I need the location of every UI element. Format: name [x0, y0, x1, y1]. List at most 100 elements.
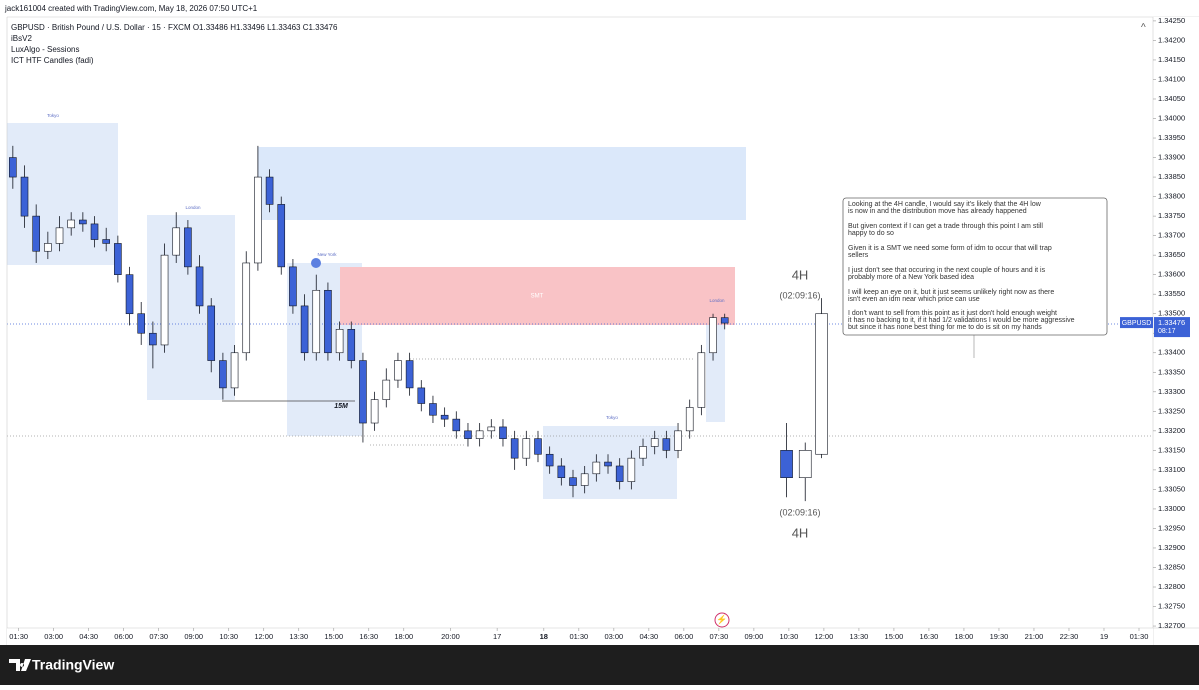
candle-body [114, 243, 122, 275]
x-tick-label: 15:00 [324, 632, 343, 641]
note-line: isn't even an idm near which price can u… [848, 296, 980, 303]
candle-body [780, 450, 793, 478]
candle-body [359, 360, 367, 424]
candle-body [417, 387, 426, 404]
y-tick-label: 1.33000 [1158, 504, 1185, 513]
candle-body [79, 219, 87, 225]
x-tick-label: 13:30 [850, 632, 869, 641]
candle-body [674, 430, 682, 451]
candle-body [289, 266, 297, 307]
price-tag-label: 1.33476 [1158, 318, 1185, 327]
y-tick-label: 1.32850 [1158, 562, 1185, 571]
candle-body [137, 313, 146, 334]
htf-countdown: (02:09:16) [779, 290, 820, 300]
symbol-tag [1120, 317, 1153, 329]
candle-body [184, 227, 192, 268]
candle-body [557, 465, 566, 478]
candle-body [464, 430, 472, 439]
candle-body [254, 176, 262, 264]
note: Looking at the 4H candle, I would say it… [848, 201, 1075, 331]
candle-body [798, 450, 812, 478]
event-icon-glyph: ⚡ [716, 613, 727, 625]
x-tick-label: 10:30 [780, 632, 799, 641]
candle-body [324, 289, 332, 354]
footer-bar [0, 645, 1199, 685]
y-tick-label: 1.34200 [1158, 35, 1185, 44]
candle-body [219, 360, 227, 389]
x-tick-label: 13:30 [289, 632, 308, 641]
note-line: I will keep an eye on it, but it just se… [848, 289, 1054, 296]
y-tick-label: 1.32800 [1158, 582, 1185, 591]
y-tick-label: 1.33600 [1158, 270, 1185, 279]
note-line: I just don't see that occuring in the ne… [848, 267, 1046, 274]
price-tag-countdown: 08:17 [1158, 328, 1176, 335]
axes: 1.32700 1.32750 1.32800 1.32850 1.32900 1.329… [9, 16, 1190, 641]
y-tick-label: 1.32700 [1158, 621, 1185, 630]
y-tick-label: 1.33750 [1158, 211, 1185, 220]
x-tick-label: 22:30 [1060, 632, 1079, 641]
y-tick-label: 1.33800 [1158, 192, 1185, 201]
y-tick-label: 1.33850 [1158, 172, 1185, 181]
candle-body [487, 426, 496, 432]
candle-body [335, 329, 344, 354]
event-icon [714, 612, 730, 628]
y-tick-label: 1.34250 [1158, 16, 1185, 25]
x-tick-label: 19:30 [990, 632, 1009, 641]
candle-body [662, 438, 671, 451]
note-line: but since it has none best thing for me … [848, 324, 1042, 331]
htf-countdown: (02:09:16) [779, 507, 820, 517]
candle-body [230, 352, 239, 389]
candle-body [149, 332, 157, 346]
candle-body [697, 352, 706, 408]
candle-body [580, 473, 589, 486]
y-tick-label: 1.33150 [1158, 445, 1185, 454]
y-tick-label: 1.34000 [1158, 113, 1185, 122]
candle-body [32, 215, 40, 252]
candle-body [102, 239, 110, 244]
candle-body [569, 477, 577, 486]
y-tick-label: 1.33300 [1158, 387, 1185, 396]
candle-body [160, 254, 169, 346]
session-label: London [185, 205, 201, 210]
y-tick-label: 1.33250 [1158, 406, 1185, 415]
candle-body [650, 438, 659, 447]
zone-box [258, 147, 746, 220]
indicator: iBsV2 [11, 34, 32, 43]
x-tick-label: 03:00 [604, 632, 623, 641]
candle-body [440, 414, 449, 420]
x-tick-label: 06:00 [114, 632, 133, 641]
y-tick-label: 1.33550 [1158, 289, 1185, 298]
y-tick-label: 1.34100 [1158, 74, 1185, 83]
candle-body [592, 461, 601, 475]
price-tag [1154, 317, 1190, 338]
y-tick-label: 1.33350 [1158, 367, 1185, 376]
y-tick-label: 1.32750 [1158, 602, 1185, 611]
candle-body [534, 438, 542, 455]
note-line: it has no backing to it, if it had 1/2 v… [848, 317, 1075, 324]
x-tick-label: 04:30 [639, 632, 658, 641]
candle-body [394, 360, 402, 381]
x-tick-label: 01:30 [9, 632, 28, 641]
session-label: London [709, 298, 725, 303]
x-tick-label: 16:30 [920, 632, 939, 641]
expand-icon[interactable]: ^ [1141, 23, 1146, 34]
zone-label: SMT [531, 294, 544, 300]
brand[interactable]: TradingView [32, 657, 114, 673]
note-line: sellers [848, 252, 869, 259]
x-tick-label: 18:00 [394, 632, 413, 641]
x-tick-label: 21:00 [1025, 632, 1044, 641]
candle-body [685, 407, 694, 432]
x-tick-label: 01:30 [569, 632, 588, 641]
x-tick-label: 07:30 [149, 632, 168, 641]
x-tick-label: 10:30 [219, 632, 238, 641]
x-tick-label: 12:00 [815, 632, 834, 641]
x-tick-label: 19 [1100, 632, 1108, 641]
candle-body [510, 438, 519, 459]
top-bar [0, 0, 1199, 17]
y-tick-label: 1.33400 [1158, 348, 1185, 357]
candle-body [475, 430, 484, 439]
y-tick-label: 1.34150 [1158, 55, 1185, 64]
x-tick-label: 04:30 [79, 632, 98, 641]
candle-body [347, 329, 356, 361]
